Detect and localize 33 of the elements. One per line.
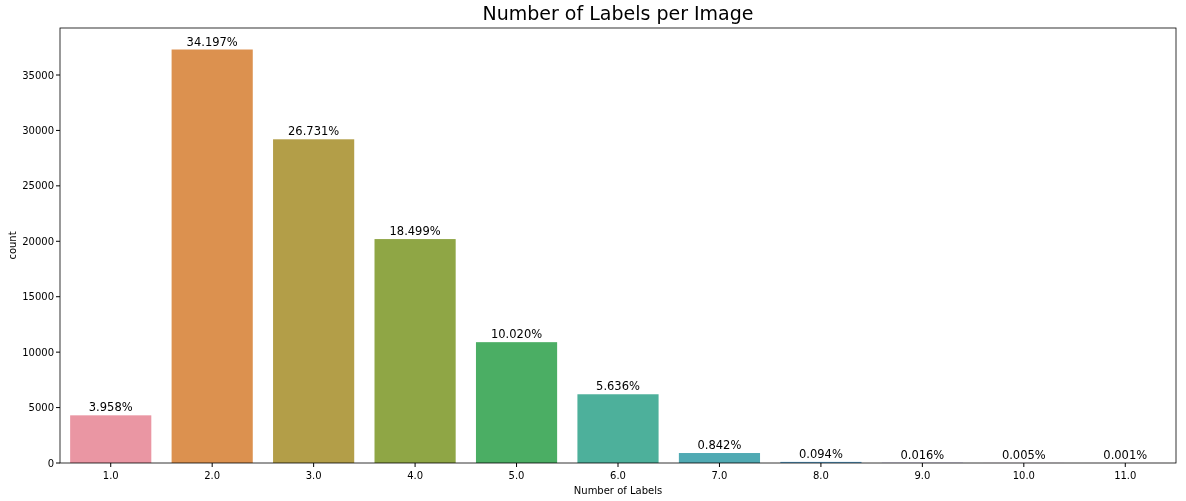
x-tick-label: 10.0: [1012, 470, 1035, 481]
annotation: 0.842%: [697, 438, 742, 453]
y-tick-label: 30000: [22, 124, 54, 136]
annotation: 5.636%: [596, 379, 640, 394]
y-tick-label: 10000: [22, 346, 54, 358]
x-tick-label: 1.0: [102, 470, 119, 481]
annotation: 18.499%: [389, 224, 441, 239]
x-tick-label: 7.0: [711, 470, 728, 481]
y-tick-label: 15000: [22, 291, 54, 303]
x-tick-label: 5.0: [508, 470, 525, 481]
y-tick-label: 0: [47, 457, 54, 469]
x-axis-title: Number of Labels: [573, 485, 663, 496]
annotation: 0.001%: [1103, 447, 1148, 462]
x-tick-label: 6.0: [610, 470, 626, 481]
x-tick-label: 11.0: [1114, 470, 1137, 481]
x-tick-label: 4.0: [407, 470, 424, 481]
annotation: 0.005%: [1001, 447, 1046, 462]
annotation: 3.958%: [88, 400, 133, 415]
y-tick-label: 25000: [22, 180, 54, 192]
x-tick-label: 8.0: [812, 470, 829, 481]
chart-title: Number of Labels per Image: [482, 2, 754, 24]
annotation: 26.731%: [288, 124, 340, 139]
annotation: 34.197%: [186, 34, 238, 49]
y-tick-label: 35000: [22, 69, 54, 81]
annotation: 0.016%: [900, 447, 945, 462]
x-tick-label: 3.0: [305, 470, 322, 481]
x-tick-label: 2.0: [204, 470, 221, 481]
annotation: 0.094%: [798, 446, 843, 461]
y-axis-title: count: [7, 231, 18, 260]
y-tick-label: 5000: [28, 402, 54, 414]
annotation: 10.020%: [490, 327, 543, 342]
x-tick-label: 9.0: [914, 470, 931, 481]
y-tick-label: 20000: [22, 235, 54, 247]
